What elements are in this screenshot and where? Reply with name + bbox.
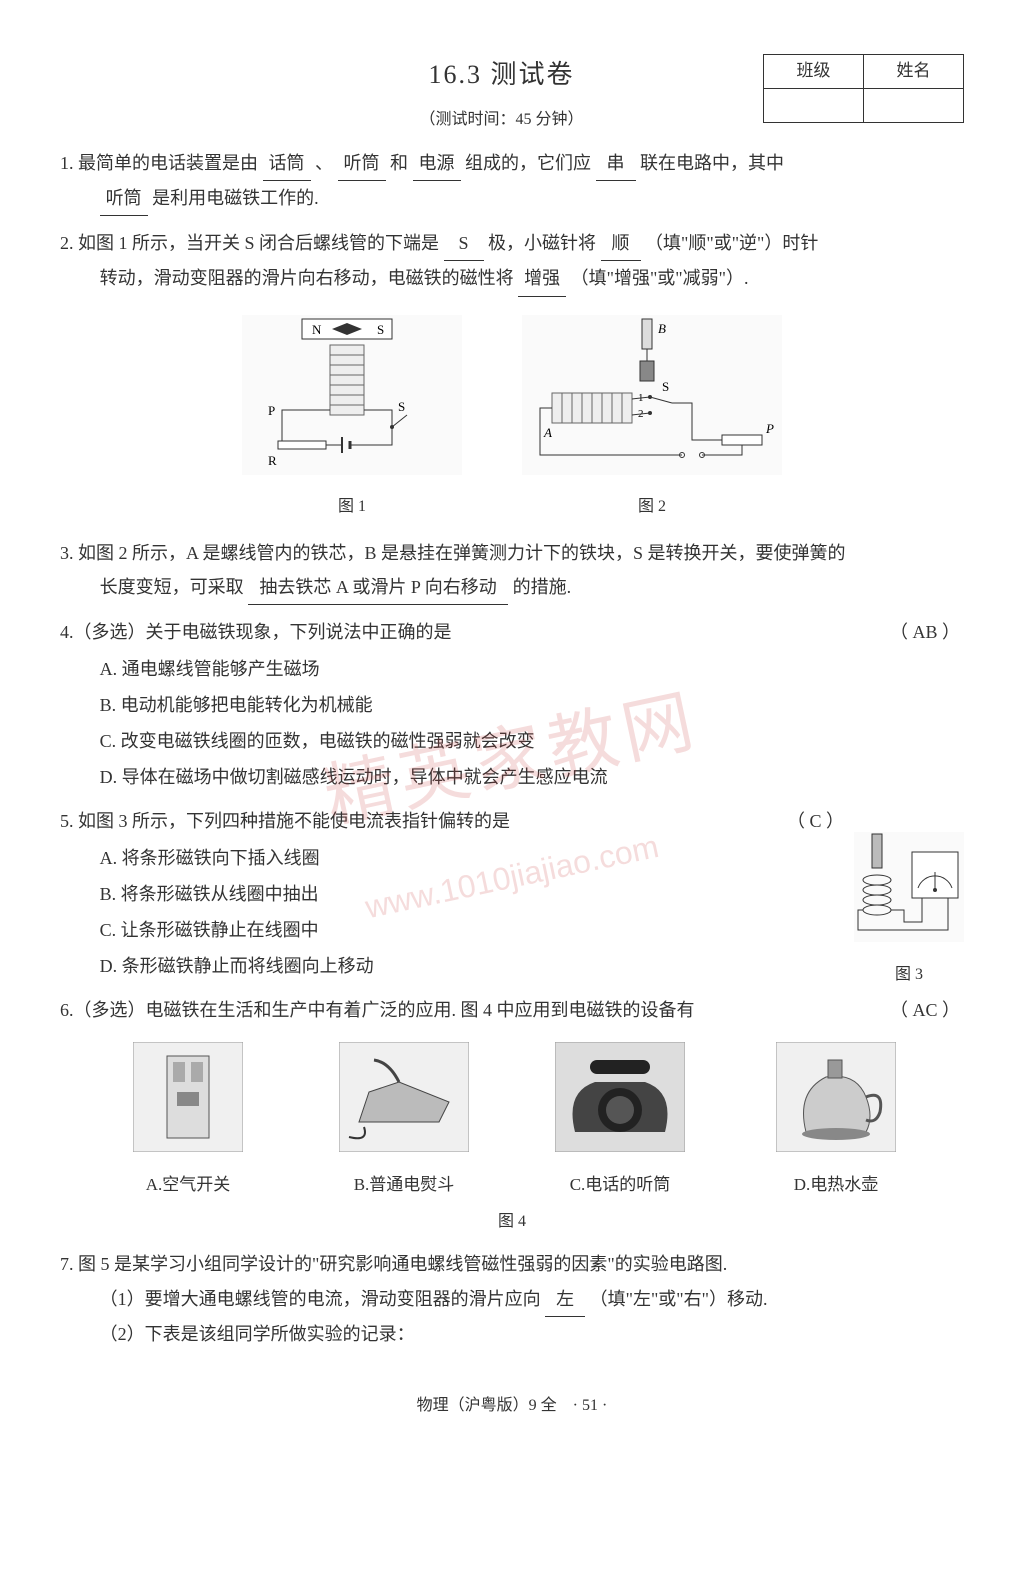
svg-text:B: B — [658, 321, 666, 336]
q6-cap-c: C.电话的听筒 — [530, 1169, 710, 1201]
q4-option-b: B. 电动机能够把电能转化为机械能 — [100, 688, 964, 722]
q6-item-b: B.普通电熨斗 — [314, 1042, 494, 1201]
q2-blank-2[interactable]: 顺 — [601, 226, 641, 261]
svg-text:S: S — [398, 399, 405, 414]
question-7: 7. 图 5 是某学习小组同学设计的"研究影响通电螺线管磁性强弱的因素"的实验电… — [60, 1247, 964, 1351]
page-subtitle: （测试时间：45 分钟） — [260, 105, 743, 135]
figure-3: 图 3 — [854, 832, 964, 990]
q2-blank-1[interactable]: S — [444, 226, 484, 261]
title-block: 16.3 测试卷 （测试时间：45 分钟） — [260, 50, 743, 136]
header: 16.3 测试卷 （测试时间：45 分钟） 班级 姓名 — [60, 50, 964, 136]
col-name: 姓名 — [864, 55, 964, 89]
figure-3-svg — [854, 832, 964, 942]
q1-blank-1[interactable]: 话筒 — [263, 146, 311, 181]
question-1: 1. 最简单的电话装置是由 话筒 、 听筒 和 电源 组成的，它们应 串 联在电… — [60, 146, 964, 216]
figure-2: B A S 1 2 P — [522, 315, 782, 523]
q6-item-c: C.电话的听筒 — [530, 1042, 710, 1201]
cell-class-blank[interactable] — [764, 89, 864, 123]
figure-row-1-2: N S P R S 图 1 — [60, 315, 964, 523]
page-title: 16.3 测试卷 — [260, 50, 743, 99]
q5-answer: （ C ） — [787, 804, 844, 838]
question-3: 3. 如图 2 所示，A 是螺线管内的铁芯，B 是悬挂在弹簧测力计下的铁块，S … — [60, 536, 964, 605]
svg-text:A: A — [543, 425, 552, 440]
q1-blank-5[interactable]: 听筒 — [100, 181, 148, 216]
question-2: 2. 如图 1 所示，当开关 S 闭合后螺线管的下端是 S 极，小磁针将 顺 （… — [60, 226, 964, 296]
svg-text:N: N — [312, 322, 322, 337]
q7-blank-1[interactable]: 左 — [545, 1282, 585, 1317]
q2-blank-3[interactable]: 增强 — [518, 261, 566, 296]
q4-option-d: D. 导体在磁场中做切割磁感线运动时，导体中就会产生感应电流 — [100, 760, 964, 794]
question-5: 5. 如图 3 所示，下列四种措施不能使电流表指针偏转的是 （ C ） 图 3 … — [60, 804, 964, 983]
question-4: 4.（多选）关于电磁铁现象，下列说法中正确的是 （ AB ） A. 通电螺线管能… — [60, 615, 964, 794]
col-class: 班级 — [764, 55, 864, 89]
figure-3-caption: 图 3 — [854, 960, 964, 990]
class-name-table: 班级 姓名 — [763, 54, 964, 123]
cell-name-blank[interactable] — [864, 89, 964, 123]
q3-blank-1[interactable]: 抽去铁芯 A 或滑片 P 向右移动 — [248, 570, 508, 605]
q5-option-a: A. 将条形磁铁向下插入线圈 — [100, 841, 760, 875]
q1-blank-2[interactable]: 听筒 — [338, 146, 386, 181]
figure-1-svg: N S P R S — [242, 315, 462, 475]
svg-text:S: S — [377, 322, 384, 337]
figure-2-caption: 图 2 — [522, 492, 782, 522]
page-footer: 物理（沪粤版）9 全 · 51 · — [60, 1391, 964, 1421]
q6-item-a: A.空气开关 — [98, 1042, 278, 1201]
q6-answer: （ AC ） — [890, 993, 960, 1027]
svg-text:R: R — [268, 453, 277, 468]
q5-option-d: D. 条形磁铁静止而将线圈向上移动 — [100, 949, 760, 983]
q1-text: 1. 最简单的电话装置是由 — [60, 153, 258, 173]
q6-cap-d: D.电热水壶 — [746, 1169, 926, 1201]
q6-item-d: D.电热水壶 — [746, 1042, 926, 1201]
q5-option-b: B. 将条形磁铁从线圈中抽出 — [100, 877, 760, 911]
svg-text:P: P — [765, 421, 774, 436]
q4-option-a: A. 通电螺线管能够产生磁场 — [100, 652, 964, 686]
q4-answer: （ AB ） — [890, 615, 960, 649]
question-6: 6.（多选）电磁铁在生活和生产中有着广泛的应用. 图 4 中应用到电磁铁的设备有… — [60, 993, 964, 1237]
svg-text:P: P — [268, 403, 275, 418]
svg-text:S: S — [662, 379, 669, 394]
q1-blank-4[interactable]: 串 — [596, 146, 636, 181]
q6-cap-a: A.空气开关 — [98, 1169, 278, 1201]
figure-4-caption: 图 4 — [60, 1207, 964, 1237]
q4-option-c: C. 改变电磁铁线圈的匝数，电磁铁的磁性强弱就会改变 — [100, 724, 964, 758]
figure-1: N S P R S 图 1 — [242, 315, 462, 523]
q6-images: A.空气开关 B.普通电熨斗 C.电话的听筒 — [80, 1042, 944, 1201]
q6-cap-b: B.普通电熨斗 — [314, 1169, 494, 1201]
q5-option-c: C. 让条形磁铁静止在线圈中 — [100, 913, 760, 947]
q1-blank-3[interactable]: 电源 — [413, 146, 461, 181]
figure-2-svg: B A S 1 2 P — [522, 315, 782, 475]
figure-1-caption: 图 1 — [242, 492, 462, 522]
